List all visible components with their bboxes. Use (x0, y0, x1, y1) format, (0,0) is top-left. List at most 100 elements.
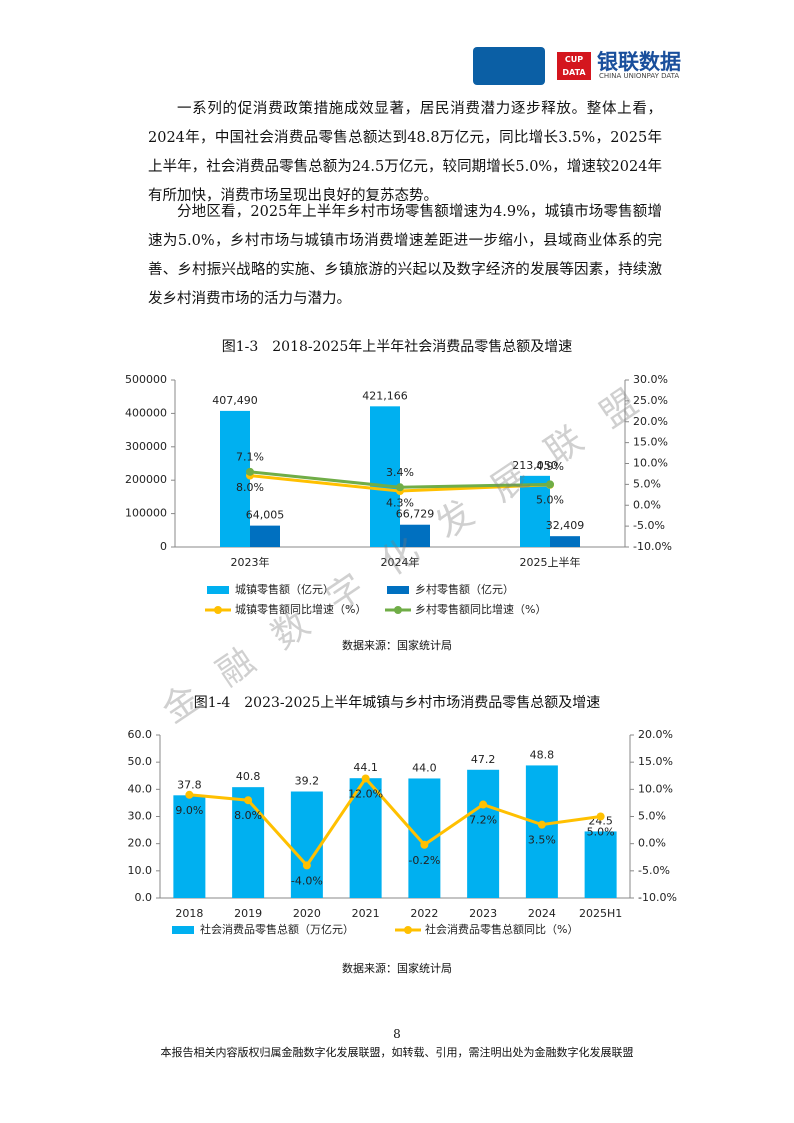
line-point (302, 861, 311, 870)
data-label: 9.0% (175, 804, 203, 817)
y-tick-label: 200000 (125, 473, 167, 486)
legend-swatch (404, 926, 412, 934)
data-label: -4.0% (291, 874, 323, 887)
data-label: 48.8 (530, 748, 555, 761)
y2-tick-label: 15.0% (633, 436, 668, 449)
data-label: 40.8 (236, 770, 261, 783)
data-label: 66,729 (396, 508, 435, 521)
y-tick-label: 50.0 (128, 755, 153, 768)
y-tick-label: 500000 (125, 373, 167, 386)
line-point (396, 483, 404, 492)
logo-badge: CUP DATA (557, 52, 591, 80)
data-label: 5.0% (536, 493, 564, 506)
y2-tick-label: 20.0% (633, 415, 668, 428)
y2-tick-label: 20.0% (638, 728, 673, 741)
data-label: 4.9% (536, 460, 564, 473)
line-point (246, 467, 254, 476)
y2-tick-label: 0.0% (638, 837, 666, 850)
data-label: 37.8 (177, 778, 202, 791)
data-label: 7.1% (236, 451, 264, 464)
y2-tick-label: -10.0% (638, 891, 677, 904)
bar (290, 791, 323, 898)
y-tick-label: 40.0 (128, 782, 153, 795)
data-label: 8.0% (234, 809, 262, 822)
data-label: 3.4% (386, 466, 414, 479)
x-tick-label: 2024 (528, 907, 556, 920)
y-tick-label: 30.0 (128, 810, 153, 823)
y2-tick-label: 0.0% (633, 498, 661, 511)
logo-text: 银联数据 (597, 50, 681, 74)
logo-icon (473, 47, 545, 85)
figure-source: 数据来源：国家统计局 (342, 962, 452, 975)
x-tick-label: 2024年 (381, 555, 420, 569)
data-label: 39.2 (295, 775, 320, 788)
page-number: 8 (393, 1027, 401, 1041)
y2-tick-label: -5.0% (638, 864, 670, 877)
bar (220, 410, 250, 547)
data-label: 44.1 (353, 761, 378, 774)
line-point (361, 774, 370, 783)
line (189, 776, 601, 868)
paragraph: 一系列的促消费政策措施成效显著，居民消费潜力逐步释放。整体上看，2024年，中国… (148, 101, 662, 204)
legend-label: 城镇零售额同比增速（%） (235, 602, 366, 616)
y2-tick-label: 5.0% (638, 810, 666, 823)
bar (584, 831, 617, 898)
legend-swatch (214, 606, 222, 614)
paragraph: 分地区看，2025年上半年乡村市场零售额增速为4.9%，城镇市场零售额增速为5.… (148, 204, 662, 307)
y-tick-label: 20.0 (128, 837, 153, 850)
line-point (479, 800, 488, 809)
figure-source: 数据来源：国家统计局 (342, 639, 452, 652)
chart: 0 100000 200000 300000 400000 500000 -10.0% -5.… (125, 373, 672, 616)
data-label: 44.0 (412, 761, 437, 774)
figure-title: 图1-3 2018-2025年上半年社会消费品零售总额及增速 (221, 339, 573, 355)
legend-swatch (394, 606, 402, 614)
y-tick-label: 0 (160, 540, 167, 553)
y2-tick-label: 15.0% (638, 755, 673, 768)
data-label: 32,409 (546, 519, 585, 532)
y-tick-label: 10.0 (128, 864, 153, 877)
data-label: 3.5% (528, 834, 556, 847)
y2-tick-label: 10.0% (633, 457, 668, 470)
bar (550, 536, 580, 547)
data-label: 7.2% (469, 814, 497, 827)
line-point (537, 820, 546, 829)
y2-tick-label: 30.0% (633, 373, 668, 386)
legend-swatch (207, 586, 229, 594)
y2-tick-label: -5.0% (633, 519, 665, 532)
data-label: -0.2% (408, 854, 440, 867)
legend-swatch (387, 586, 409, 594)
x-tick-label: 2025上半年 (520, 555, 581, 569)
bar (349, 778, 382, 898)
data-label: 8.0% (236, 481, 264, 494)
y2-tick-label: -10.0% (633, 540, 672, 553)
x-tick-label: 2018 (175, 907, 203, 920)
x-tick-label: 2020 (293, 907, 321, 920)
y2-tick-label: 5.0% (633, 477, 661, 490)
line-point (244, 796, 253, 805)
y-tick-label: 60.0 (128, 728, 153, 741)
bar (370, 406, 400, 547)
x-tick-label: 2022 (410, 907, 438, 920)
x-tick-label: 2021 (352, 907, 380, 920)
data-label: 421,166 (362, 389, 408, 402)
bar (232, 787, 265, 898)
x-tick-label: 2019 (234, 907, 262, 920)
bar (400, 524, 430, 547)
legend-label: 乡村零售额（亿元） (415, 582, 514, 596)
figure-title: 图1-4 2023-2025上半年城镇与乡村市场消费品零售总额及增速 (193, 695, 601, 711)
y-tick-label: 0.0 (135, 891, 153, 904)
x-tick-label: 2023年 (231, 555, 270, 569)
line-point (596, 812, 605, 821)
legend-label: 乡村零售额同比增速（%） (415, 602, 546, 616)
x-tick-label: 2025H1 (579, 907, 622, 920)
legend-label: 城镇零售额（亿元） (235, 582, 334, 596)
legend-swatch (172, 926, 194, 934)
y-tick-label: 100000 (125, 507, 167, 520)
data-label: 47.2 (471, 753, 496, 766)
data-label: 5.0% (587, 826, 615, 839)
x-tick-label: 2023 (469, 907, 497, 920)
line-point (420, 840, 429, 849)
bar (525, 765, 558, 898)
y2-tick-label: 10.0% (638, 782, 673, 795)
